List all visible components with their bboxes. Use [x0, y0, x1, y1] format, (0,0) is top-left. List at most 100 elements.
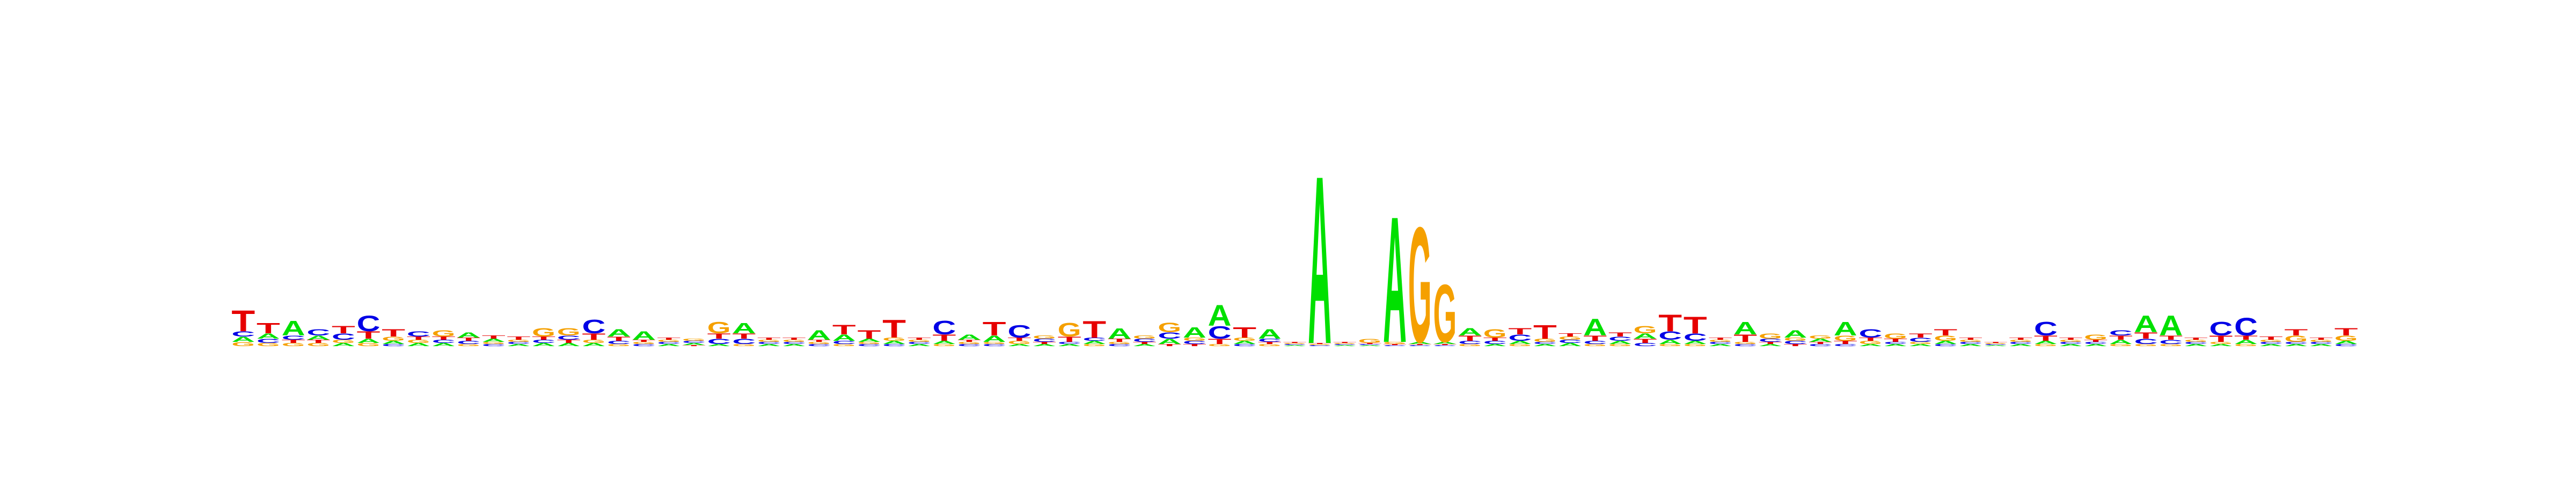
logo-letter-g-pos-69: G: [1934, 334, 1957, 342]
logo-letter-a-pos-54: A: [1558, 342, 1582, 347]
logo-letter-c-pos-84: C: [2309, 341, 2333, 345]
logo-letter-a-pos-75: A: [2084, 343, 2107, 347]
logo-letter-g-pos-25: G: [832, 343, 856, 347]
logo-letter-a-pos-21: A: [732, 320, 756, 336]
logo-letter-a-pos-60: A: [1709, 343, 1732, 347]
logo-letter-a-pos-19: A: [682, 342, 706, 346]
logo-letter-t-pos-18: T: [657, 337, 680, 340]
logo-letter-c-pos-33: C: [1033, 338, 1056, 343]
logo-letter-g-pos-75: G: [2084, 333, 2107, 341]
logo-letter-t-pos-2: T: [257, 320, 280, 336]
logo-letter-t-pos-71: T: [1984, 341, 2008, 343]
logo-letter-g-pos-26: G: [858, 341, 881, 345]
logo-letter-t-pos-67: T: [1884, 338, 1907, 343]
logo-letter-c-pos-27: C: [882, 343, 906, 347]
logo-letter-a-pos-67: A: [1884, 343, 1907, 347]
logo-letter-g-pos-56: G: [1608, 343, 1632, 347]
logo-letter-a-pos-79: A: [2184, 343, 2208, 347]
logo-letter-c-pos-70: C: [1959, 341, 1982, 345]
logo-letter-c-pos-72: C: [2009, 341, 2032, 345]
logo-letter-a-pos-52: A: [1508, 340, 1532, 345]
logo-letter-t-pos-26: T: [858, 328, 881, 341]
logo-letter-t-pos-46: T: [1358, 342, 1382, 344]
logo-letter-g-pos-53: G: [1533, 338, 1557, 343]
logo-letter-a-pos-22: A: [757, 343, 781, 347]
logo-letter-t-pos-52: T: [1508, 326, 1532, 336]
logo-letter-g-pos-47: G: [1383, 341, 1407, 345]
logo-letter-a-pos-62: A: [1759, 343, 1782, 347]
logo-letter-t-pos-39: T: [1183, 343, 1206, 347]
logo-letter-t-pos-12: T: [507, 336, 531, 341]
logo-letter-a-pos-72: A: [2009, 343, 2032, 347]
logo-letter-a-pos-14: A: [557, 342, 581, 347]
logo-letter-a-pos-39: A: [1183, 324, 1206, 341]
logo-letter-t-pos-1: T: [231, 304, 255, 338]
logo-letter-g-pos-8: G: [407, 339, 430, 344]
logo-letter-c-pos-68: C: [1909, 336, 1933, 343]
logo-letter-c-pos-76: C: [2109, 329, 2133, 337]
logo-letter-g-pos-62: G: [1759, 332, 1782, 340]
logo-letter-g-pos-15: G: [582, 339, 605, 344]
logo-letter-c-pos-73: C: [2034, 318, 2058, 340]
logo-letter-a-pos-51: A: [1483, 343, 1507, 347]
logo-letter-a-pos-24: A: [807, 327, 831, 342]
logo-letter-g-pos-6: G: [357, 342, 380, 347]
logo-letter-g-pos-11: G: [482, 341, 506, 345]
logo-letter-a-pos-58: A: [1658, 339, 1682, 345]
logo-letter-g-pos-19: G: [682, 338, 706, 341]
logo-letter-g-pos-43: G: [1283, 342, 1307, 344]
logo-letter-t-pos-81: T: [2234, 334, 2258, 341]
logo-letter-g-pos-67: G: [1884, 332, 1907, 340]
logo-letter-c-pos-75: C: [2084, 341, 2107, 345]
logo-letter-c-pos-31: C: [983, 343, 1006, 347]
logo-letter-a-pos-70: A: [1959, 343, 1982, 347]
logo-letter-a-pos-23: A: [782, 343, 806, 347]
logo-letter-g-pos-59: G: [1684, 343, 1707, 347]
logo-letter-g-pos-13: G: [532, 326, 555, 339]
logo-letter-t-pos-30: T: [957, 339, 981, 342]
logo-letter-c-pos-52: C: [1508, 333, 1532, 343]
logo-letter-t-pos-84: T: [2309, 337, 2333, 340]
logo-letter-t-pos-34: T: [1058, 335, 1081, 343]
logo-letter-g-pos-66: G: [1858, 340, 1882, 345]
logo-letter-c-pos-5: C: [332, 332, 355, 342]
logo-letter-a-pos-16: A: [607, 327, 631, 339]
logo-letter-t-pos-40: T: [1208, 338, 1232, 346]
logo-letter-t-pos-43: T: [1283, 341, 1307, 343]
logo-letter-g-pos-73: G: [2034, 343, 2058, 347]
logo-letter-c-pos-23: C: [782, 341, 806, 345]
logo-letter-c-pos-26: C: [858, 343, 881, 347]
logo-letter-t-pos-14: T: [557, 339, 581, 344]
logo-stacks: GACTGCATGTCAGTACAGCTGATCCAGTAGTCACTGGCTA…: [231, 126, 2358, 394]
logo-letter-a-pos-80: A: [2209, 343, 2233, 347]
logo-letter-g-pos-61: G: [1733, 341, 1757, 345]
logo-letter-g-pos-44: G: [1308, 343, 1331, 345]
logo-letter-c-pos-39: C: [1183, 340, 1206, 345]
logo-letter-g-pos-18: G: [657, 339, 680, 342]
logo-letter-t-pos-11: T: [482, 335, 506, 340]
logo-letter-t-pos-78: T: [2159, 334, 2183, 341]
logo-letter-t-pos-23: T: [782, 337, 806, 340]
logo-letter-g-pos-2: G: [257, 342, 280, 347]
logo-letter-c-pos-65: C: [1834, 343, 1857, 347]
logo-letter-g-pos-29: G: [933, 343, 956, 347]
logo-letter-c-pos-15: C: [582, 316, 605, 338]
logo-letter-g-pos-5: G: [332, 339, 355, 344]
logo-letter-a-pos-77: A: [2134, 311, 2158, 338]
logo-letter-c-pos-34: C: [1058, 341, 1081, 345]
logo-letter-g-pos-27: G: [882, 337, 906, 342]
logo-letter-t-pos-21: T: [732, 332, 756, 340]
logo-letter-t-pos-19: T: [682, 345, 706, 346]
logo-letter-t-pos-5: T: [332, 324, 355, 336]
logo-letter-g-pos-76: G: [2109, 343, 2133, 347]
logo-letter-a-pos-50: A: [1458, 326, 1482, 338]
logo-letter-t-pos-75: T: [2084, 339, 2107, 342]
logo-letter-t-pos-36: T: [1108, 338, 1131, 343]
logo-letter-t-pos-51: T: [1483, 337, 1507, 342]
logo-letter-a-pos-9: A: [432, 342, 456, 347]
logo-letter-t-pos-80: T: [2209, 334, 2233, 344]
logo-letter-c-pos-49: C: [1433, 345, 1457, 346]
logo-letter-c-pos-9: C: [432, 339, 456, 344]
logo-letter-c-pos-4: C: [306, 327, 330, 338]
logo-letter-a-pos-34: A: [1058, 343, 1081, 347]
